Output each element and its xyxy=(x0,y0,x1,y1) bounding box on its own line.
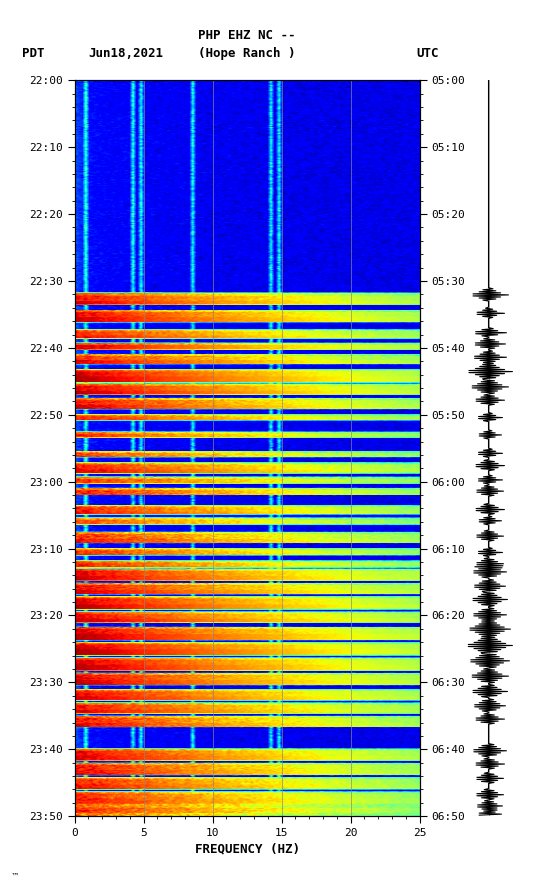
Text: PDT: PDT xyxy=(22,47,45,60)
Text: UTC: UTC xyxy=(417,47,439,60)
Text: USGS: USGS xyxy=(14,12,47,26)
Text: (Hope Ranch ): (Hope Ranch ) xyxy=(198,47,296,60)
Text: ™: ™ xyxy=(11,872,19,881)
Text: Jun18,2021: Jun18,2021 xyxy=(88,47,163,60)
X-axis label: FREQUENCY (HZ): FREQUENCY (HZ) xyxy=(194,842,300,855)
Text: PHP EHZ NC --: PHP EHZ NC -- xyxy=(198,29,296,42)
